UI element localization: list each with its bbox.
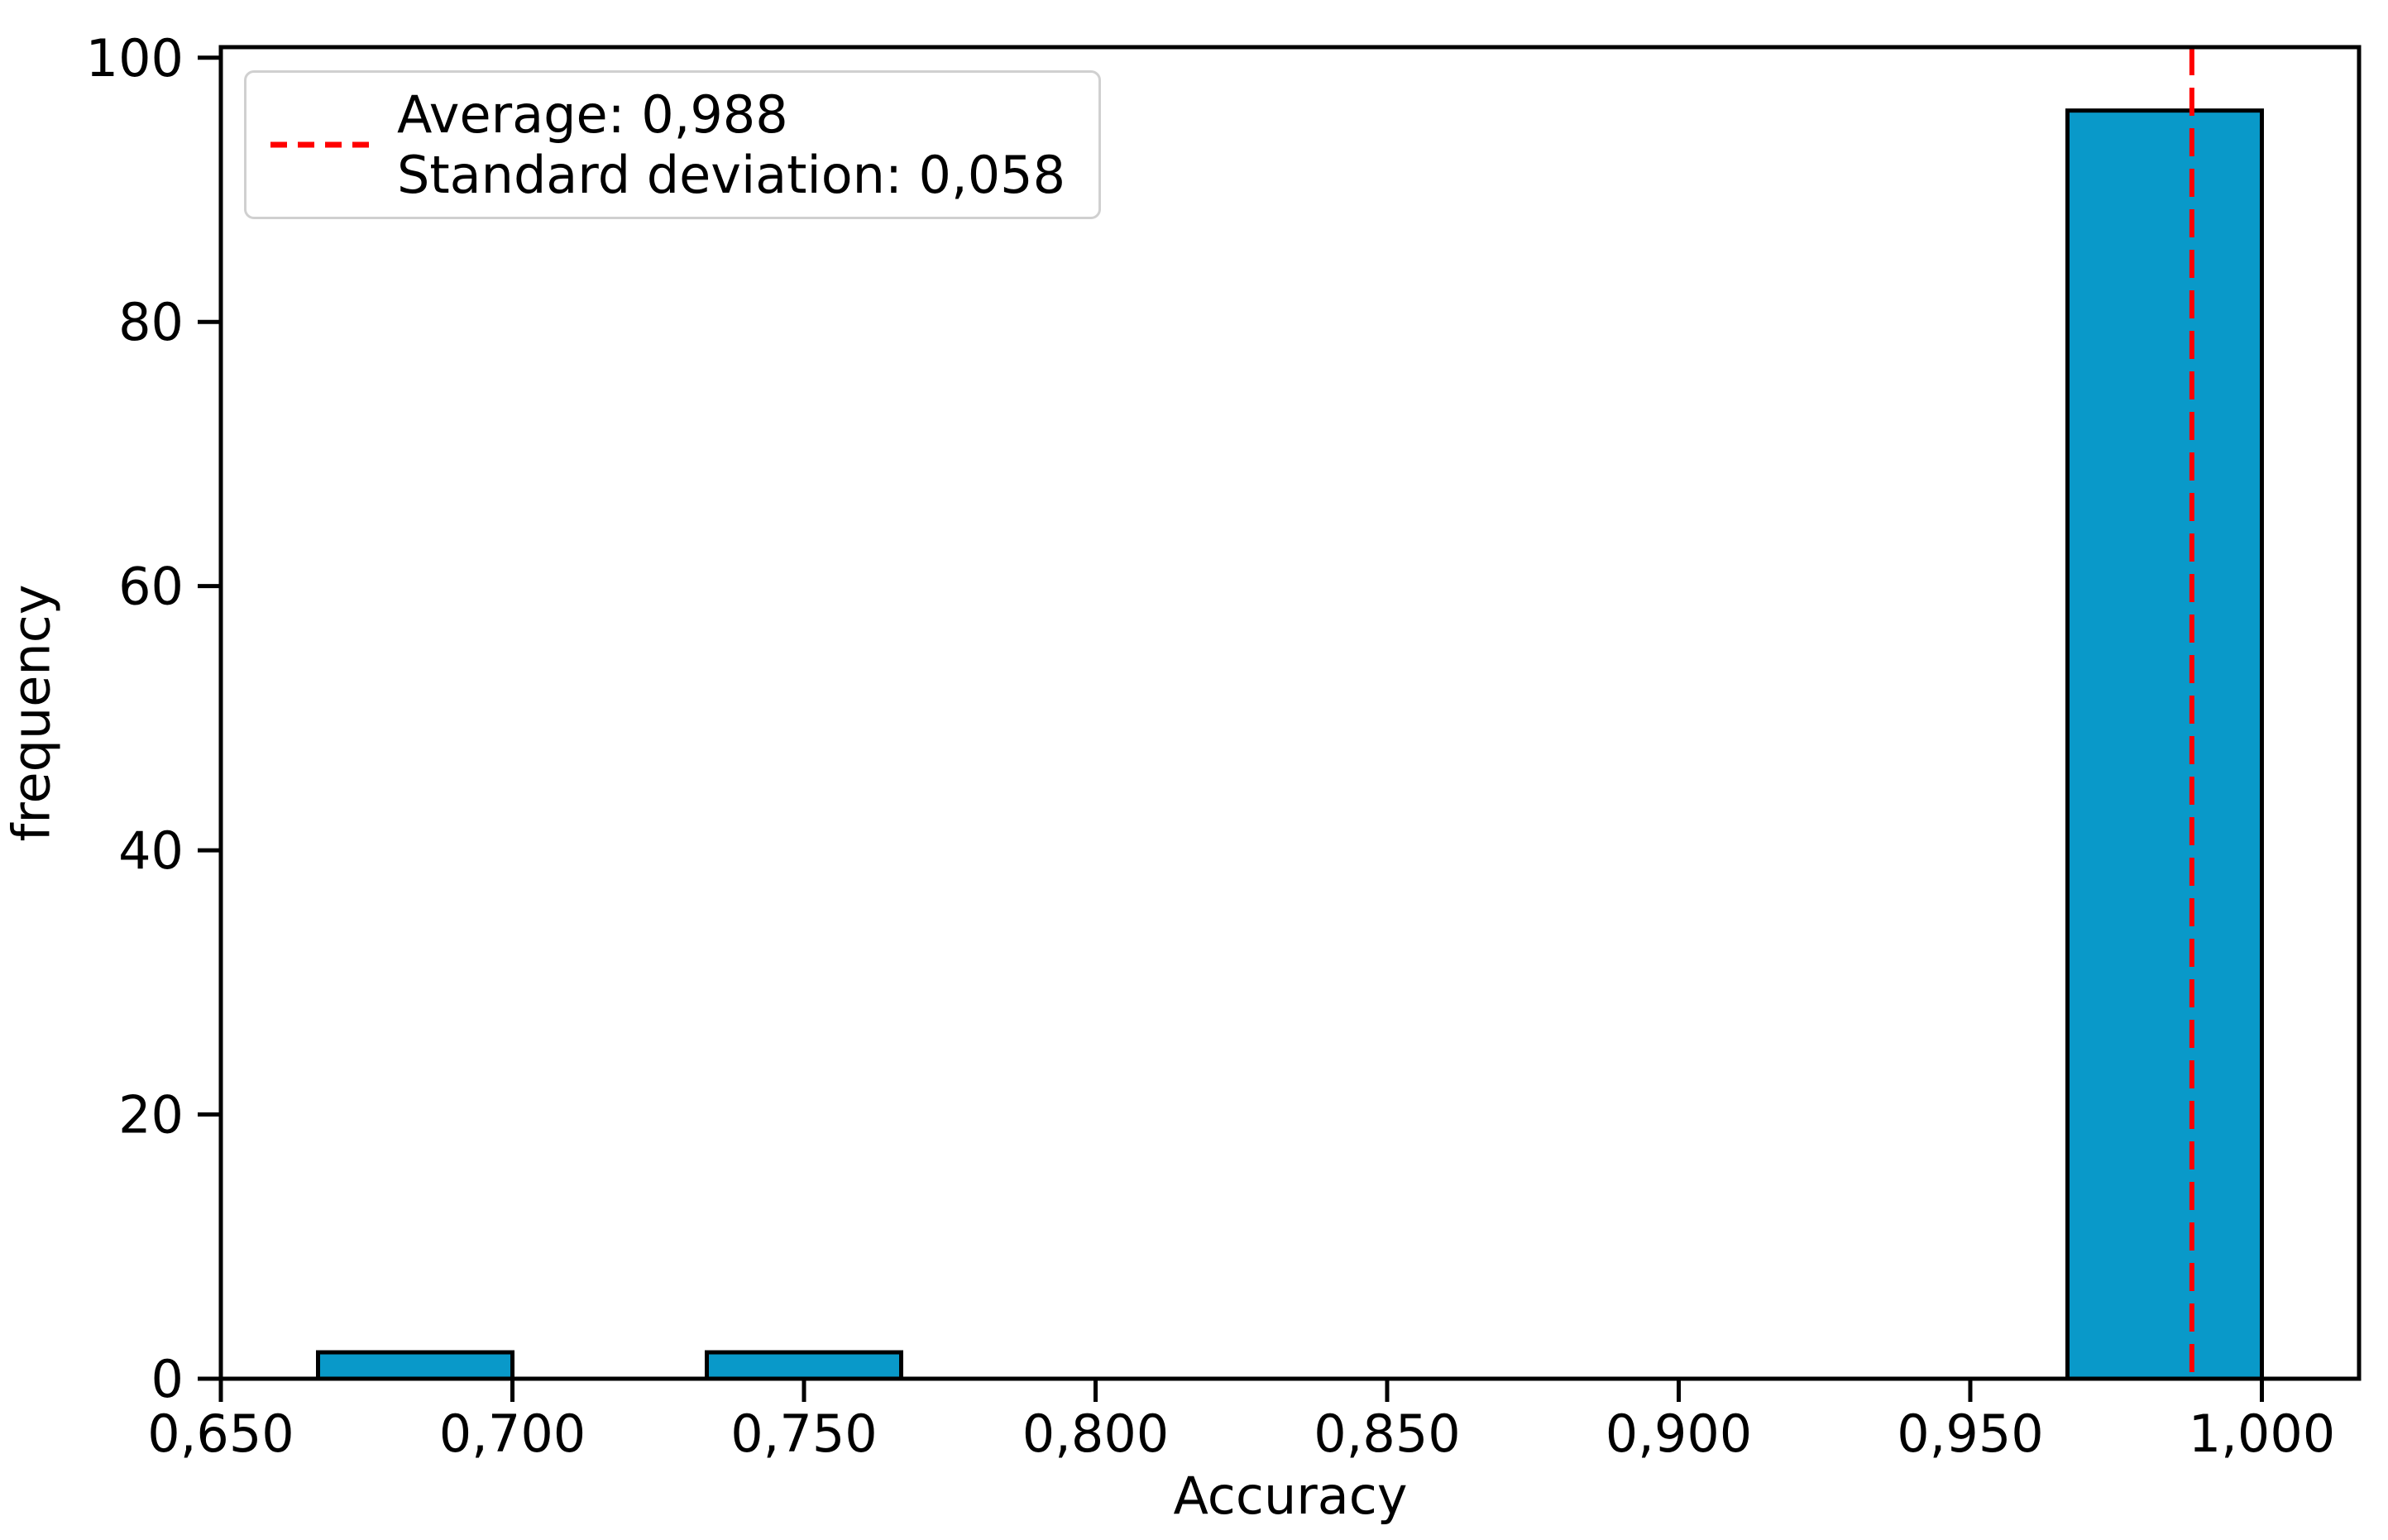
legend: Average: 0,988 Standard deviation: 0,058 — [244, 70, 1102, 220]
x-tick-label: 1,000 — [2189, 1404, 2336, 1464]
x-tick-label: 0,850 — [1314, 1404, 1461, 1464]
y-tick-label: 60 — [118, 557, 184, 617]
legend-std-label: Standard deviation: 0,058 — [397, 145, 1066, 206]
x-tick-label: 0,900 — [1606, 1404, 1753, 1464]
y-axis-label: frequency — [1, 584, 62, 842]
plot-border — [218, 45, 2362, 1381]
legend-text: Average: 0,988 Standard deviation: 0,058 — [397, 84, 1065, 205]
x-tick-label: 0,950 — [1897, 1404, 2044, 1464]
histogram-bar — [2065, 108, 2264, 1381]
legend-average-label: Average: 0,988 — [397, 84, 788, 145]
x-tick-label: 0,650 — [147, 1404, 294, 1464]
y-tick-label: 40 — [118, 820, 184, 881]
y-tick-label: 0 — [151, 1349, 184, 1409]
y-tick-label: 20 — [118, 1085, 184, 1145]
x-tick-label: 0,800 — [1022, 1404, 1170, 1464]
y-tick-label: 80 — [118, 292, 184, 352]
histogram-bar — [316, 1350, 514, 1381]
x-axis-label: Accuracy — [1173, 1466, 1408, 1526]
histogram-bar — [704, 1350, 904, 1381]
y-tick-label: 100 — [86, 28, 184, 88]
x-tick-label: 0,700 — [439, 1404, 586, 1464]
red-dashed-line-icon — [270, 141, 373, 148]
x-tick-label: 0,750 — [730, 1404, 878, 1464]
legend-handle — [246, 141, 397, 148]
